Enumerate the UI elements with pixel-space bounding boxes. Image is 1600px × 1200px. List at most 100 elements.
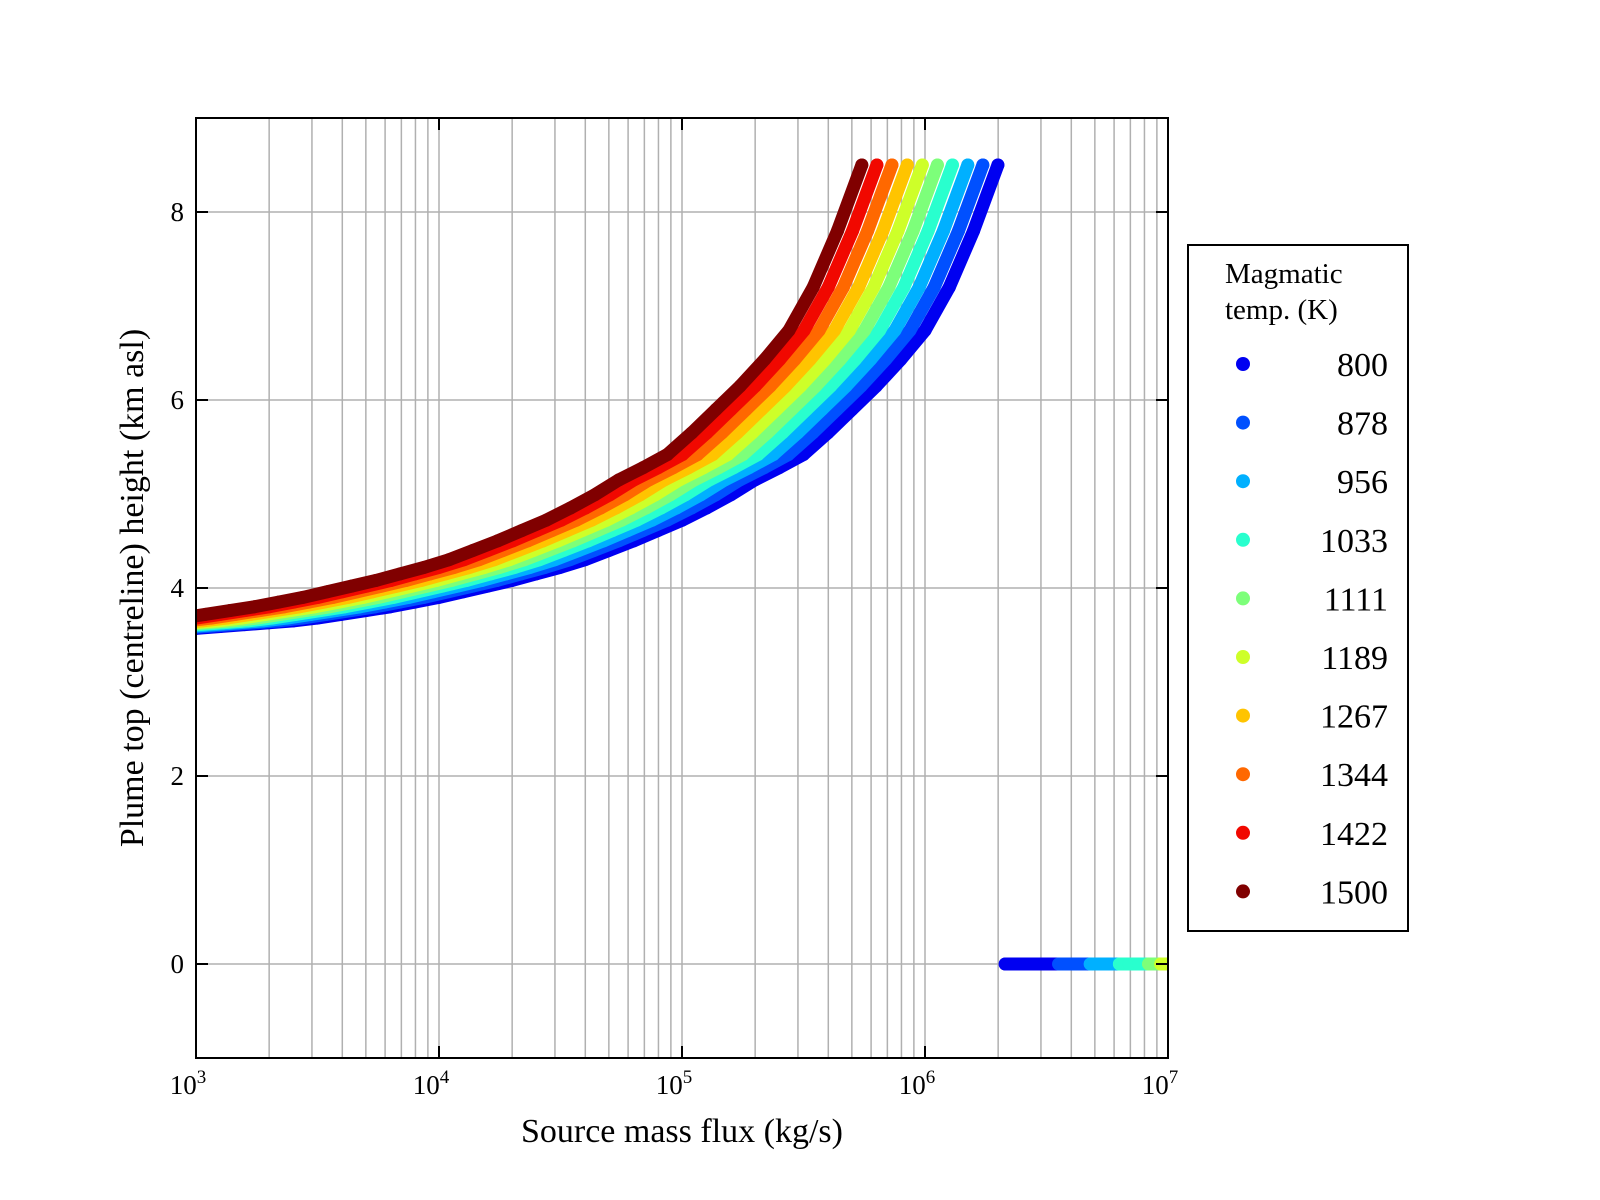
legend-label: 1344	[1320, 757, 1388, 794]
axis-ticks: 0 2 4 6 8 103 104 105 106 107	[170, 118, 1178, 1100]
data-point	[945, 158, 959, 172]
data-point	[466, 543, 480, 557]
data-point	[894, 353, 908, 367]
data-point	[876, 224, 890, 238]
data-point	[1122, 957, 1136, 971]
legend-marker	[1236, 532, 1250, 547]
legend-label: 1500	[1320, 874, 1388, 911]
data-point	[636, 461, 650, 475]
data-point	[1093, 957, 1107, 971]
data-point	[821, 280, 835, 294]
data-point	[867, 280, 881, 294]
data-point	[861, 224, 875, 238]
x-axis-label: Source mass flux (kg/s)	[521, 1113, 843, 1150]
data-point	[515, 524, 529, 538]
data-point	[95, 624, 108, 637]
legend-box	[1187, 244, 1409, 932]
data-point	[417, 560, 431, 574]
data-point	[900, 158, 914, 172]
data-point	[855, 158, 869, 172]
series-800	[68, 158, 1168, 971]
data-point	[818, 353, 832, 367]
data-point	[59, 623, 72, 636]
data-point	[842, 323, 856, 337]
y-tick-label: 6	[171, 385, 185, 415]
x-tick-label: 106	[899, 1067, 936, 1100]
data-point	[885, 158, 899, 172]
data-point	[1018, 957, 1032, 971]
data-point	[196, 623, 197, 630]
legend-title-line1: Magmatic	[1225, 258, 1343, 290]
data-point	[852, 280, 866, 294]
y-tick-label: 4	[171, 573, 185, 603]
data-point	[44, 623, 57, 636]
data-point	[53, 622, 66, 635]
series-1500	[53, 158, 869, 635]
legend-item-1189: 1189	[1236, 640, 1388, 677]
y-axis-label: Plume top (centreline) height (km asl)	[114, 329, 151, 847]
data-point	[320, 585, 334, 599]
legend-item-1344: 1344	[1236, 757, 1388, 794]
data-point	[870, 158, 884, 172]
data-point	[839, 379, 853, 393]
legend-marker	[1236, 474, 1250, 489]
data-point	[879, 353, 893, 367]
data-point	[952, 224, 966, 238]
data-point	[1037, 957, 1051, 971]
data-point	[936, 224, 950, 238]
data-point	[897, 280, 911, 294]
legend-label: 878	[1337, 406, 1388, 443]
legend-label: 1033	[1320, 523, 1388, 560]
data-point	[71, 626, 84, 639]
data-point	[68, 629, 81, 642]
legend-marker	[1236, 884, 1250, 899]
data-point	[80, 624, 93, 637]
data-point	[912, 280, 926, 294]
data-point	[32, 627, 45, 640]
data-point	[7, 629, 20, 642]
data-point	[393, 567, 407, 581]
data-point	[903, 323, 917, 337]
data-point	[967, 224, 981, 238]
legend-item-1422: 1422	[1236, 816, 1388, 853]
data-point	[1071, 957, 1085, 971]
data-point	[92, 627, 105, 640]
data-point	[921, 224, 935, 238]
legend-marker	[1236, 767, 1250, 782]
data-point	[159, 622, 172, 635]
data-point	[41, 626, 54, 639]
data-point	[166, 614, 179, 627]
data-point	[1061, 957, 1075, 971]
data-point	[803, 353, 817, 367]
data-point	[976, 158, 990, 172]
data-point	[11, 626, 24, 639]
data-point	[1027, 957, 1041, 971]
legend-item-1033: 1033	[1236, 523, 1388, 560]
data-point	[369, 573, 383, 587]
data-point	[660, 448, 674, 462]
data-point	[827, 323, 841, 337]
legend-marker	[1236, 650, 1250, 664]
x-tick-label: 105	[656, 1067, 693, 1100]
series-1111	[7, 158, 1168, 971]
data-point	[758, 353, 772, 367]
data-point	[709, 402, 723, 416]
data-point	[53, 629, 66, 642]
data-point	[998, 957, 1012, 971]
legend-marker	[1236, 591, 1250, 606]
y-tick-label: 0	[171, 949, 185, 979]
data-point	[247, 600, 261, 614]
data-point	[961, 158, 975, 172]
x-tick-label: 103	[170, 1067, 207, 1100]
data-point	[891, 224, 905, 238]
data-point	[175, 612, 188, 625]
data-point	[62, 627, 75, 640]
data-point	[181, 614, 194, 627]
data-point	[35, 624, 48, 637]
data-point	[1103, 957, 1117, 971]
series-956	[62, 158, 1168, 971]
data-point	[927, 280, 941, 294]
data-point	[2, 627, 15, 640]
data-point	[102, 626, 115, 639]
